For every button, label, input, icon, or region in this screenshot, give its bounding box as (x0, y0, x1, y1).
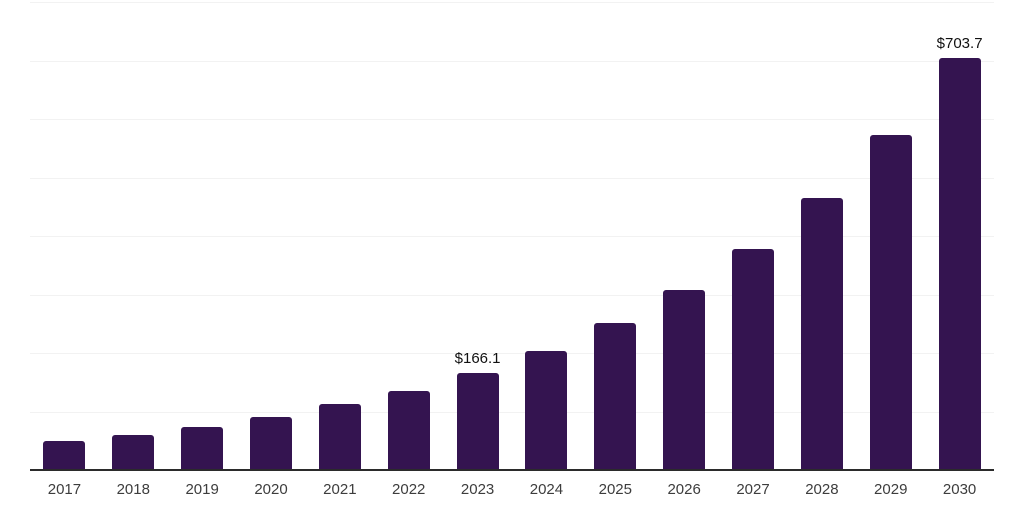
gridline-500 (30, 177, 994, 179)
bar-slot-2020 (237, 2, 306, 470)
x-axis-labels: 2017 2018 2019 2020 2021 2022 2023 2024 2025 2026… (30, 480, 994, 500)
bar-2021 (318, 404, 361, 470)
x-tick-label-2025: 2025 (598, 481, 632, 498)
bar-2019 (181, 427, 224, 470)
plot-area: $166.1 $703.7 (30, 2, 994, 471)
bar-slot-2026 (650, 2, 719, 470)
bar-slot-2029 (856, 2, 925, 470)
gridline-200 (30, 353, 994, 354)
gridline-700 (30, 60, 994, 62)
gridline-600 (30, 119, 994, 120)
bar-2018 (112, 434, 155, 470)
bar-2022 (387, 391, 430, 470)
x-tick-label-2017: 2017 (47, 481, 82, 498)
bar-slot-2027 (719, 2, 788, 470)
x-tick-label-2021: 2021 (323, 481, 357, 498)
bar-2020 (250, 417, 292, 470)
bar-slot-2023: $166.1 (443, 2, 512, 470)
x-tick-label-2020: 2020 (254, 481, 288, 498)
bar-2026 (663, 289, 706, 470)
bar-slot-2025 (581, 2, 650, 470)
x-tick-label-2022: 2022 (392, 481, 426, 498)
bar-2029 (869, 135, 912, 470)
x-tick-label-2029: 2029 (874, 481, 908, 498)
bar-2027 (732, 248, 775, 470)
x-tick-label-2023: 2023 (460, 481, 495, 498)
gridline-800 (30, 2, 994, 3)
bar-2025 (594, 323, 637, 470)
x-tick-label-2018: 2018 (116, 481, 150, 498)
bars-row: $166.1 $703.7 (30, 2, 994, 470)
bar-2023 (456, 372, 499, 470)
bar-2017 (43, 441, 86, 470)
bar-2028 (800, 197, 843, 470)
bar-slot-2018 (99, 2, 168, 470)
gridline-100 (30, 411, 994, 413)
x-tick-label-2030: 2030 (942, 481, 977, 498)
bar-slot-2030: $703.7 (925, 2, 994, 470)
bar-slot-2017 (30, 2, 99, 470)
x-tick-label-2027: 2027 (736, 481, 770, 498)
bar-2024 (525, 350, 568, 470)
gridline-300 (30, 294, 994, 296)
bar-slot-2028 (787, 2, 856, 470)
value-label-2023: $166.1 (454, 349, 501, 367)
x-axis-line (30, 469, 994, 471)
x-tick-label-2028: 2028 (805, 481, 839, 498)
bar-slot-2019 (168, 2, 237, 470)
x-tick-label-2019: 2019 (185, 481, 219, 498)
bar-slot-2022 (374, 2, 443, 470)
gridline-400 (30, 236, 994, 237)
value-label-2030: $703.7 (936, 35, 983, 53)
bar-2030 (938, 58, 981, 470)
bar-slot-2024 (512, 2, 581, 470)
x-tick-label-2026: 2026 (667, 481, 701, 498)
bar-slot-2021 (305, 2, 374, 470)
x-tick-label-2024: 2024 (529, 481, 564, 498)
